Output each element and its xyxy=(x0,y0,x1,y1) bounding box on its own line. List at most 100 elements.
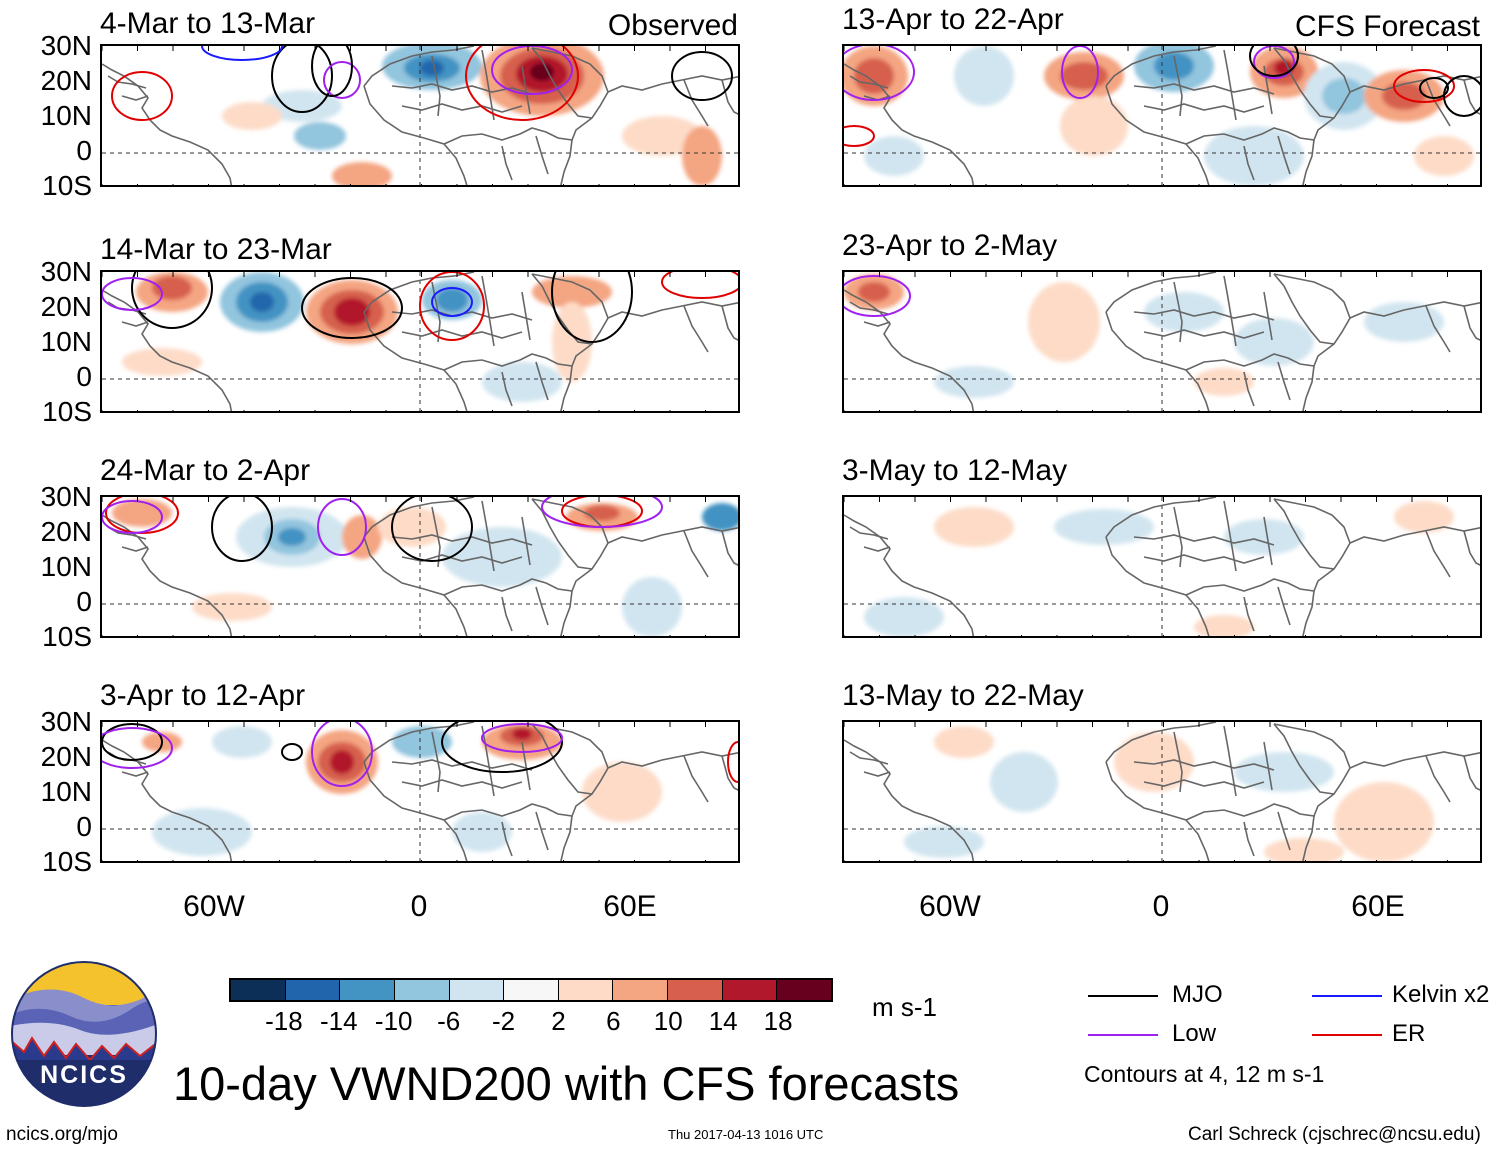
lat-label: 30N xyxy=(40,481,92,512)
wave-contour xyxy=(131,272,213,329)
coastline xyxy=(1143,329,1265,339)
colorbar-swatch xyxy=(667,980,722,1000)
wave-contour xyxy=(311,46,353,97)
anomaly-shading xyxy=(334,298,370,326)
anomaly-shading xyxy=(112,499,172,527)
coastline xyxy=(1277,361,1291,401)
coastline xyxy=(481,500,495,572)
site-link[interactable]: ncics.org/mjo xyxy=(6,1124,118,1145)
anomaly-shading xyxy=(342,515,382,559)
coastline xyxy=(1185,498,1351,596)
anomaly-shading xyxy=(1224,519,1304,555)
coastline xyxy=(1133,83,1275,95)
anomaly-shading xyxy=(152,808,252,856)
coastline xyxy=(1105,536,1210,636)
coastline xyxy=(535,135,549,175)
coastline xyxy=(1302,365,1315,411)
wave-contour xyxy=(311,722,373,787)
anomaly-shading xyxy=(934,726,994,758)
coastline xyxy=(1273,723,1335,795)
coastline xyxy=(1425,755,1451,803)
coastline xyxy=(1349,301,1480,319)
wave-contour xyxy=(844,46,915,101)
coastline xyxy=(844,514,975,636)
wave-contour xyxy=(1419,77,1449,99)
coastline xyxy=(1263,291,1273,341)
wave-contour xyxy=(301,277,403,339)
coastline xyxy=(363,85,468,185)
coastline xyxy=(721,530,738,566)
anomaly-shading xyxy=(1414,136,1474,176)
coastline xyxy=(521,741,531,791)
coastline xyxy=(535,811,549,851)
lat-label: 10N xyxy=(40,551,92,582)
coastline xyxy=(1463,755,1480,791)
anomaly-shading xyxy=(442,527,562,587)
coastline xyxy=(1133,309,1275,321)
anomaly-shading xyxy=(1060,62,1108,90)
anomaly-shading xyxy=(584,505,620,521)
coastline xyxy=(1105,722,1217,763)
coastline xyxy=(1105,497,1217,538)
coastline xyxy=(1349,751,1480,769)
anomaly-shading xyxy=(512,728,532,740)
map-panel-right-3 xyxy=(842,495,1482,638)
lat-label: 20N xyxy=(40,516,92,547)
map-canvas xyxy=(102,722,738,861)
anomaly-shading xyxy=(1264,838,1344,861)
coastline xyxy=(1349,75,1480,93)
coastline xyxy=(1143,779,1265,789)
coastline xyxy=(443,498,609,596)
anomaly-shading xyxy=(934,366,1014,398)
coastline xyxy=(1105,311,1210,411)
coastline xyxy=(560,139,573,185)
coastline xyxy=(1243,371,1255,407)
coastline xyxy=(1173,55,1183,117)
map-canvas xyxy=(844,272,1480,411)
colorbar-label: 2 xyxy=(551,1006,566,1036)
coastline xyxy=(1463,530,1480,566)
panel-title-right-1: 13-Apr to 22-Apr xyxy=(842,3,1064,36)
lon-label-right-0: 0 xyxy=(1152,890,1170,923)
legend-line-low xyxy=(1088,1034,1158,1036)
coastline xyxy=(535,361,549,401)
coastline xyxy=(1463,305,1480,341)
coastline xyxy=(431,731,441,793)
author-credit: Carl Schreck (cjschrec@ncsu.edu) xyxy=(1188,1124,1481,1145)
lat-label: 10S xyxy=(42,846,92,877)
colorbar-label: -2 xyxy=(491,1006,516,1036)
lon-label-left-0: 0 xyxy=(410,890,428,923)
lat-label: 10S xyxy=(42,170,92,201)
anomaly-shading xyxy=(262,90,342,122)
anomaly-shading xyxy=(622,577,682,636)
anomaly-shading xyxy=(1054,509,1154,545)
map-panel-left-1 xyxy=(100,44,740,187)
map-panel-left-2 xyxy=(100,270,740,413)
coastline xyxy=(1243,821,1255,857)
colorbar-label: -6 xyxy=(437,1006,461,1036)
coastline xyxy=(1133,759,1275,771)
coastline xyxy=(607,301,738,319)
wave-contour xyxy=(551,272,633,343)
coastline xyxy=(683,305,709,353)
coastline xyxy=(363,272,475,313)
lat-label: 0 xyxy=(76,361,92,392)
anomaly-shading xyxy=(904,826,984,858)
coastline xyxy=(1223,725,1237,797)
timestamp: Thu 2017-04-13 1016 UTC xyxy=(668,1127,824,1142)
coastline xyxy=(481,49,495,121)
wave-contour xyxy=(211,497,273,562)
anomaly-shading xyxy=(332,162,392,185)
coastline xyxy=(1273,273,1335,345)
coastline xyxy=(1273,47,1335,119)
coastline xyxy=(102,63,233,185)
colorbar-swatch xyxy=(284,980,340,1000)
colorbar-label: 10 xyxy=(653,1006,683,1036)
lat-label: 0 xyxy=(76,811,92,842)
anomaly-shading xyxy=(452,812,512,852)
wave-contour xyxy=(317,498,367,556)
anomaly-shading xyxy=(420,60,444,76)
coastline xyxy=(1302,815,1315,861)
coastline xyxy=(501,821,513,857)
lat-label: 0 xyxy=(76,135,92,166)
